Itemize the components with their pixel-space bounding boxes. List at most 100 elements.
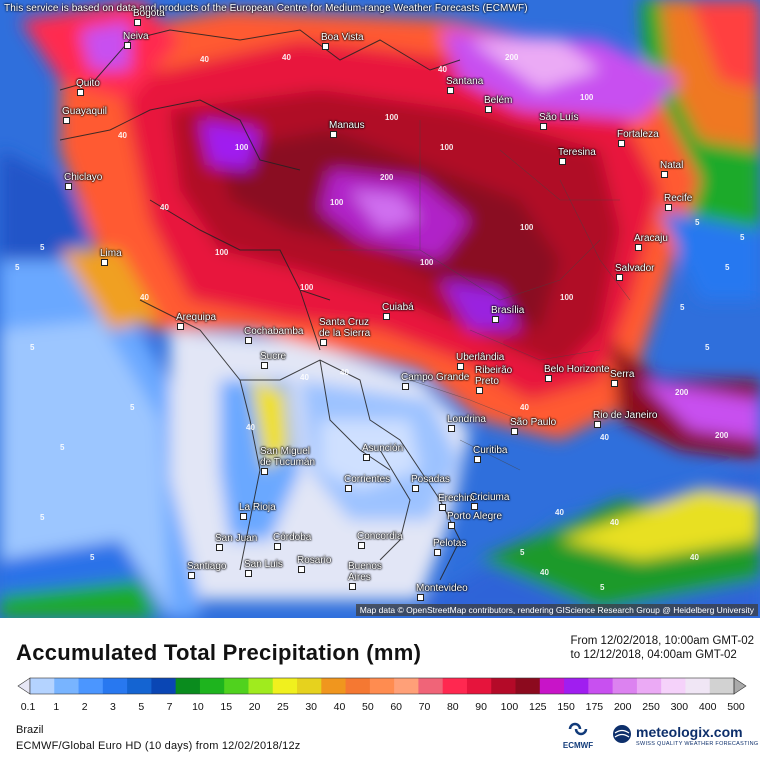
city-label: Natal (660, 160, 684, 171)
city-marker (492, 316, 499, 323)
city-marker (616, 274, 623, 281)
contour-label: 200 (675, 388, 689, 397)
city-marker (358, 542, 365, 549)
city-marker (274, 543, 281, 550)
scale-label: 5 (138, 701, 144, 713)
contour-label: 5 (705, 343, 710, 352)
city-label: Salvador (615, 263, 655, 274)
city-label: Santana (446, 76, 484, 87)
scale-swatch (442, 678, 468, 694)
ecmwf-logo[interactable]: ECMWF (558, 722, 598, 750)
scale-swatch (151, 678, 177, 694)
city-marker (134, 19, 141, 26)
city-marker (320, 339, 327, 346)
brand-name: meteologix.com (636, 724, 743, 740)
scale-label: 90 (475, 701, 487, 713)
city-label: Boa Vista (321, 32, 364, 43)
date-from: From 12/02/2018, 10:00am GMT-02 (570, 635, 754, 647)
scale-label: 30 (305, 701, 317, 713)
contour-label: 100 (385, 113, 399, 122)
city-label: Cuiabá (382, 302, 414, 313)
meteologix-globe-icon (613, 725, 631, 743)
contour-label: 100 (560, 293, 574, 302)
scale-label: 10 (192, 701, 204, 713)
city-label: Fortaleza (617, 129, 659, 140)
contour-label: 40 (555, 508, 564, 517)
contour-label: 200 (715, 431, 729, 440)
city-marker (188, 572, 195, 579)
city-marker (417, 594, 424, 601)
city-label: Pelotas (433, 538, 467, 549)
contour-label: 5 (40, 243, 45, 252)
date-range: From 12/02/2018, 10:00am GMT-02 to 12/12… (571, 634, 754, 662)
city-label: Recife (664, 193, 693, 204)
city-label: Serra (610, 369, 635, 380)
city-label: Asunción (362, 443, 404, 454)
city-label: Corrientes (344, 474, 391, 485)
contour-label: 5 (520, 548, 525, 557)
contour-label: 40 (340, 368, 349, 377)
scale-label: 175 (586, 701, 604, 713)
city-label: Teresina (558, 147, 596, 158)
contour-label: 40 (200, 55, 209, 64)
city-label: Criciuma (470, 492, 510, 503)
city-label: Londrina (447, 414, 486, 425)
ecmwf-disclaimer: This service is based on data and produc… (4, 3, 528, 14)
city-marker (635, 244, 642, 251)
contour-label: 100 (215, 248, 229, 257)
city-marker (240, 513, 247, 520)
contour-label: 200 (505, 53, 519, 62)
scale-arrow-high (733, 677, 747, 695)
precipitation-map[interactable]: 40 40 40 40 40 40 40 40 40 40 40 40 40 40 40 100 100 100 1… (0, 0, 760, 618)
city-label: Belo Horizonte (544, 364, 610, 375)
city-label: Erechim (438, 493, 475, 504)
contour-label: 40 (600, 433, 609, 442)
contour-label: 40 (140, 293, 149, 302)
scale-swatch (515, 678, 541, 694)
scale-swatch (636, 678, 662, 694)
ecmwf-logo-text: ECMWF (562, 741, 594, 750)
city-label: Guayaquil (62, 106, 108, 117)
city-label: Quito (76, 78, 100, 89)
city-marker (261, 468, 268, 475)
city-label: Montevideo (416, 583, 468, 594)
city-marker (402, 383, 409, 390)
model-label: ECMWF/Global Euro HD (10 days) from 12/0… (16, 740, 301, 752)
city-label: Manaus (329, 120, 365, 131)
city-marker (457, 363, 464, 370)
city-marker (363, 454, 370, 461)
contour-label: 5 (695, 218, 700, 227)
city-label: Arequipa (176, 312, 217, 323)
city-label: La Rioja (239, 502, 276, 513)
city-label: San Juan (215, 533, 258, 544)
city-marker (594, 421, 601, 428)
scale-label: 40 (334, 701, 346, 713)
scale-label: 150 (557, 701, 575, 713)
city-marker (345, 485, 352, 492)
city-marker (611, 380, 618, 387)
scale-swatch (175, 678, 201, 694)
scale-swatch (418, 678, 444, 694)
contour-label: 100 (300, 283, 314, 292)
contour-label: 100 (520, 223, 534, 232)
city-marker (540, 123, 547, 130)
contour-label: 100 (235, 143, 249, 152)
scale-swatch (199, 678, 225, 694)
contour-label: 5 (90, 553, 95, 562)
date-to: to 12/12/2018, 04:00am GMT-02 (570, 649, 737, 661)
city-label: Rosario (297, 555, 332, 566)
city-marker (216, 544, 223, 551)
city-marker (665, 204, 672, 211)
city-label: Sucre (260, 351, 287, 362)
city-marker (412, 485, 419, 492)
contour-label: 5 (680, 303, 685, 312)
city-marker (485, 106, 492, 113)
city-marker (349, 583, 356, 590)
map-attribution[interactable]: Map data © OpenStreetMap contributors, r… (355, 604, 758, 616)
scale-label: 2 (82, 701, 88, 713)
contour-label: 40 (282, 53, 291, 62)
scale-label: 0.1 (21, 701, 36, 713)
city-marker (77, 89, 84, 96)
city-marker (439, 504, 446, 511)
contour-label: 40 (438, 65, 447, 74)
